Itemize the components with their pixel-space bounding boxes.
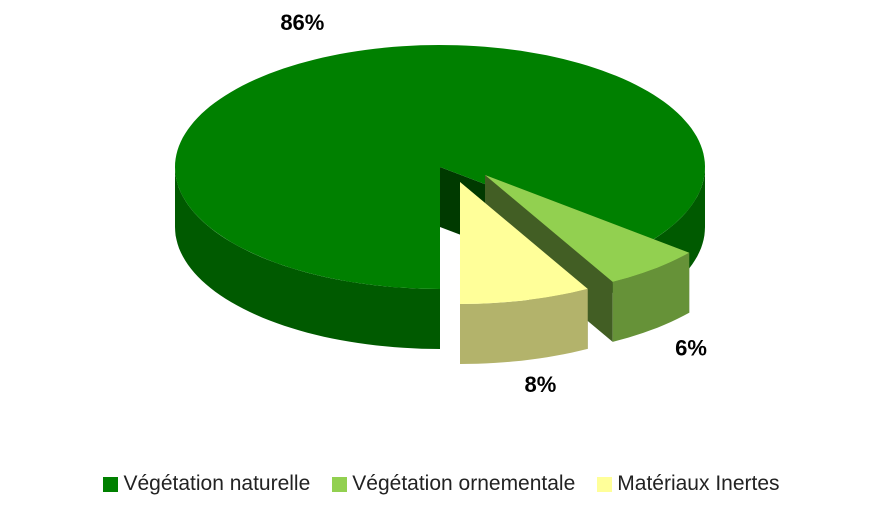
legend-label: Végétation ornementale — [352, 472, 576, 495]
data-label: 6% — [675, 335, 707, 360]
legend-item: Végétation ornementale — [332, 472, 575, 496]
legend-swatch — [103, 476, 119, 492]
chart: 86% 6% 8% — [175, 10, 707, 397]
slice-wall — [612, 252, 690, 342]
data-label: 8% — [525, 372, 557, 397]
slice-wall — [460, 288, 588, 364]
slice-top — [485, 175, 690, 282]
slice-top — [175, 45, 705, 289]
slice-wall — [175, 167, 440, 349]
legend-label: Matériaux Inertes — [617, 472, 780, 495]
legend: Végétation naturelle Végétation ornementa… — [0, 472, 883, 496]
slice — [460, 182, 588, 364]
legend-swatch — [597, 476, 613, 492]
slice-top — [460, 182, 588, 304]
data-label: 86% — [280, 10, 324, 35]
legend-item: Matériaux Inertes — [597, 472, 780, 496]
legend-item: Végétation naturelle — [103, 472, 310, 496]
legend-swatch — [332, 476, 348, 492]
legend-label: Végétation naturelle — [123, 472, 311, 495]
